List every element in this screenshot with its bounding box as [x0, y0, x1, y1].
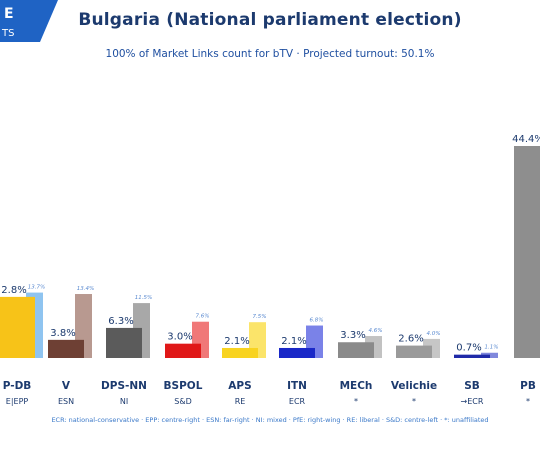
chart-title: Bulgaria (National parliament election): [78, 10, 462, 30]
value-label-BSPOL: 3.0%: [167, 332, 192, 343]
tick-label-MECh: MECh: [340, 380, 373, 392]
logo-text-bottom: TS: [1, 28, 14, 39]
bar-current-DPS-NN: [106, 327, 142, 358]
value-label-DPS-NN: 6.3%: [108, 316, 133, 327]
tick-label-Velichie: Velichie: [391, 380, 437, 392]
group-label-APS: RE: [235, 397, 246, 406]
bar-current-SB: [454, 354, 490, 358]
logo-text-top: E: [4, 6, 14, 22]
prev-value-label-Velichie: 4.0%: [427, 331, 441, 337]
bar-current-V: [48, 339, 84, 358]
prev-value-label-V: 13.4%: [77, 286, 94, 292]
tick-label-SB: SB: [464, 380, 480, 392]
tick-label-PP-DB: P-DB: [3, 380, 32, 392]
group-label-ITN: ECR: [289, 397, 306, 406]
group-label-Velichie: *: [412, 397, 416, 406]
value-label-APS: 2.1%: [224, 336, 249, 347]
tick-label-ITN: ITN: [287, 380, 307, 392]
pollster-logo: E TS: [0, 0, 58, 42]
group-label-DPS-NN: NI: [120, 397, 128, 406]
value-label-PB: 44.4%: [512, 134, 540, 145]
group-label-SB: →ECR: [461, 397, 484, 406]
bar-current-BSPOL: [165, 343, 201, 358]
prev-value-label-DPS-NN: 11.5%: [135, 295, 152, 301]
chart-subtitle: 100% of Market Links count for bTV · Pro…: [105, 48, 435, 60]
value-label-ITN: 2.1%: [281, 336, 306, 347]
tick-label-V: V: [62, 380, 71, 392]
bar-current-Velichie: [396, 345, 432, 358]
tick-label-DPS-NN: DPS-NN: [101, 380, 147, 392]
bar-current-MECh: [338, 342, 374, 358]
tick-label-APS: APS: [228, 380, 251, 392]
prev-value-label-ITN: 6.8%: [310, 318, 324, 324]
value-label-Velichie: 2.6%: [398, 334, 423, 345]
value-label-PP-DB: 2.8%: [1, 285, 26, 296]
bar-current-PB: [514, 146, 540, 358]
group-label-MECh: *: [354, 397, 358, 406]
prev-value-label-SB: 1.1%: [485, 345, 499, 351]
prev-value-label-APS: 7.5%: [253, 314, 267, 320]
prev-value-label-PP-DB: 13.7%: [28, 285, 45, 291]
bar-current-PP-DB: [0, 296, 35, 358]
value-label-V: 3.8%: [50, 328, 75, 339]
tick-label-BSPOL: BSPOL: [164, 380, 203, 392]
value-label-SB: 0.7%: [456, 343, 481, 354]
group-label-PP-DB: E|EPP: [6, 397, 29, 406]
group-label-V: ESN: [58, 397, 74, 406]
tick-label-PB: PB: [520, 380, 536, 392]
bar-current-APS: [222, 347, 258, 358]
value-label-MECh: 3.3%: [340, 330, 365, 341]
prev-value-label-MECh: 4.6%: [369, 328, 383, 334]
group-label-BSPOL: S&D: [174, 397, 191, 406]
footnote: ECR: national-conservative · EPP: centre…: [51, 416, 489, 424]
group-label-PB: *: [526, 397, 530, 406]
prev-value-label-BSPOL: 7.6%: [196, 314, 210, 320]
bar-current-ITN: [279, 347, 315, 358]
